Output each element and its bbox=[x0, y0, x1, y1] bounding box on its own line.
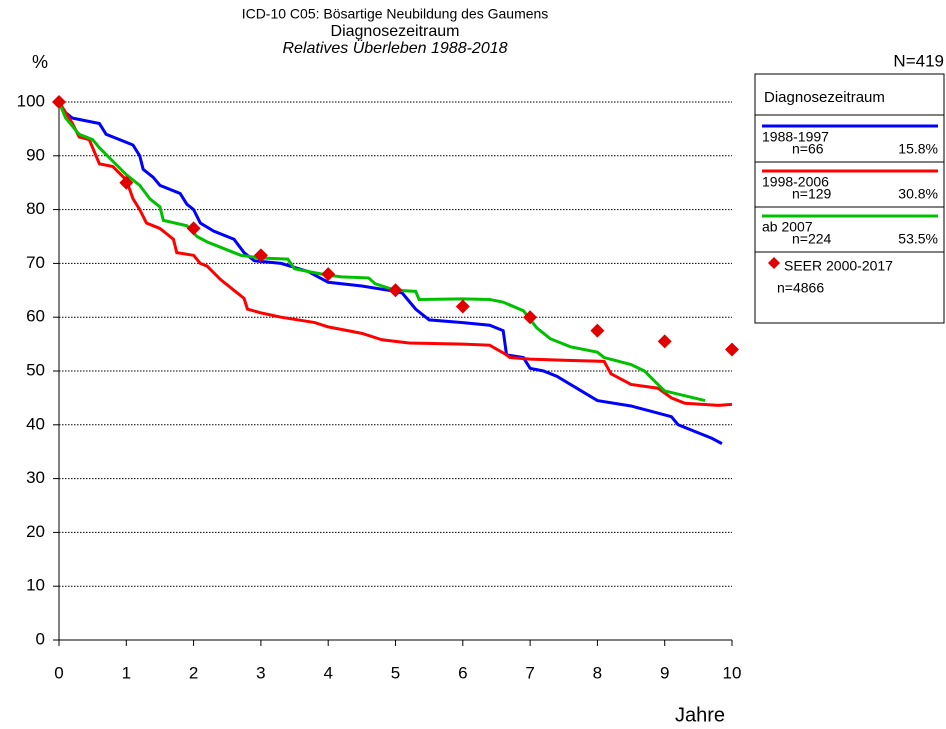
legend-n: n=224 bbox=[792, 231, 832, 247]
y-tick-label: 40 bbox=[26, 414, 45, 433]
legend-n: n=4866 bbox=[777, 280, 824, 296]
x-axis-label: Jahre bbox=[675, 704, 725, 726]
y-axis-label: % bbox=[32, 52, 48, 72]
x-tick-label: 10 bbox=[723, 663, 742, 682]
x-tick-label: 2 bbox=[189, 663, 198, 682]
marker bbox=[455, 299, 470, 314]
y-tick-label: 90 bbox=[26, 145, 45, 164]
legend-label: SEER 2000-2017 bbox=[784, 258, 893, 274]
marker bbox=[523, 310, 538, 325]
x-tick-label: 7 bbox=[525, 663, 534, 682]
legend-title: Diagnosezeitraum bbox=[764, 89, 885, 106]
marker bbox=[321, 267, 336, 282]
marker bbox=[119, 175, 134, 190]
chart-subtitle: Relatives Überleben 1988-2018 bbox=[282, 39, 507, 57]
chart-subtitle: Diagnosezeitraum bbox=[331, 23, 460, 40]
chart-title: ICD-10 C05: Bösartige Neubildung des Gau… bbox=[242, 6, 549, 22]
legend-marker bbox=[768, 257, 780, 269]
y-tick-label: 20 bbox=[26, 522, 45, 541]
marker bbox=[388, 283, 403, 298]
y-tick-label: 0 bbox=[36, 629, 45, 648]
legend-share: 30.8% bbox=[898, 186, 938, 202]
x-tick-label: 6 bbox=[458, 663, 467, 682]
survival-line bbox=[57, 101, 706, 403]
x-tick-label: 3 bbox=[256, 663, 265, 682]
marker bbox=[725, 342, 739, 357]
x-tick-label: 5 bbox=[391, 663, 400, 682]
x-tick-label: 0 bbox=[54, 663, 63, 682]
marker bbox=[186, 221, 201, 236]
marker bbox=[52, 95, 66, 109]
legend-n: n=129 bbox=[792, 186, 832, 202]
y-tick-label: 100 bbox=[17, 91, 45, 110]
y-tick-label: 10 bbox=[26, 576, 45, 595]
legend-label: ab 2007 bbox=[762, 219, 813, 235]
legend-label: 1988-1997 bbox=[762, 129, 829, 145]
y-tick-label: 60 bbox=[26, 307, 45, 326]
x-tick-label: 4 bbox=[323, 663, 332, 682]
x-tick-label: 9 bbox=[660, 663, 669, 682]
marker bbox=[253, 248, 268, 263]
y-tick-label: 50 bbox=[26, 360, 45, 379]
survival-line bbox=[57, 101, 723, 445]
y-tick-label: 80 bbox=[26, 199, 45, 218]
legend-label: 1998-2006 bbox=[762, 174, 829, 190]
legend-share: 53.5% bbox=[898, 231, 938, 247]
survival-line bbox=[57, 101, 733, 407]
x-tick-label: 1 bbox=[122, 663, 131, 682]
y-tick-label: 70 bbox=[26, 253, 45, 272]
marker bbox=[590, 323, 605, 338]
legend-box bbox=[754, 73, 945, 324]
marker bbox=[657, 334, 672, 349]
legend-share: 15.8% bbox=[898, 141, 938, 157]
legend-n: n=66 bbox=[792, 141, 824, 157]
x-tick-label: 8 bbox=[593, 663, 602, 682]
y-tick-label: 30 bbox=[26, 468, 45, 487]
n-total: N=419 bbox=[893, 51, 944, 70]
